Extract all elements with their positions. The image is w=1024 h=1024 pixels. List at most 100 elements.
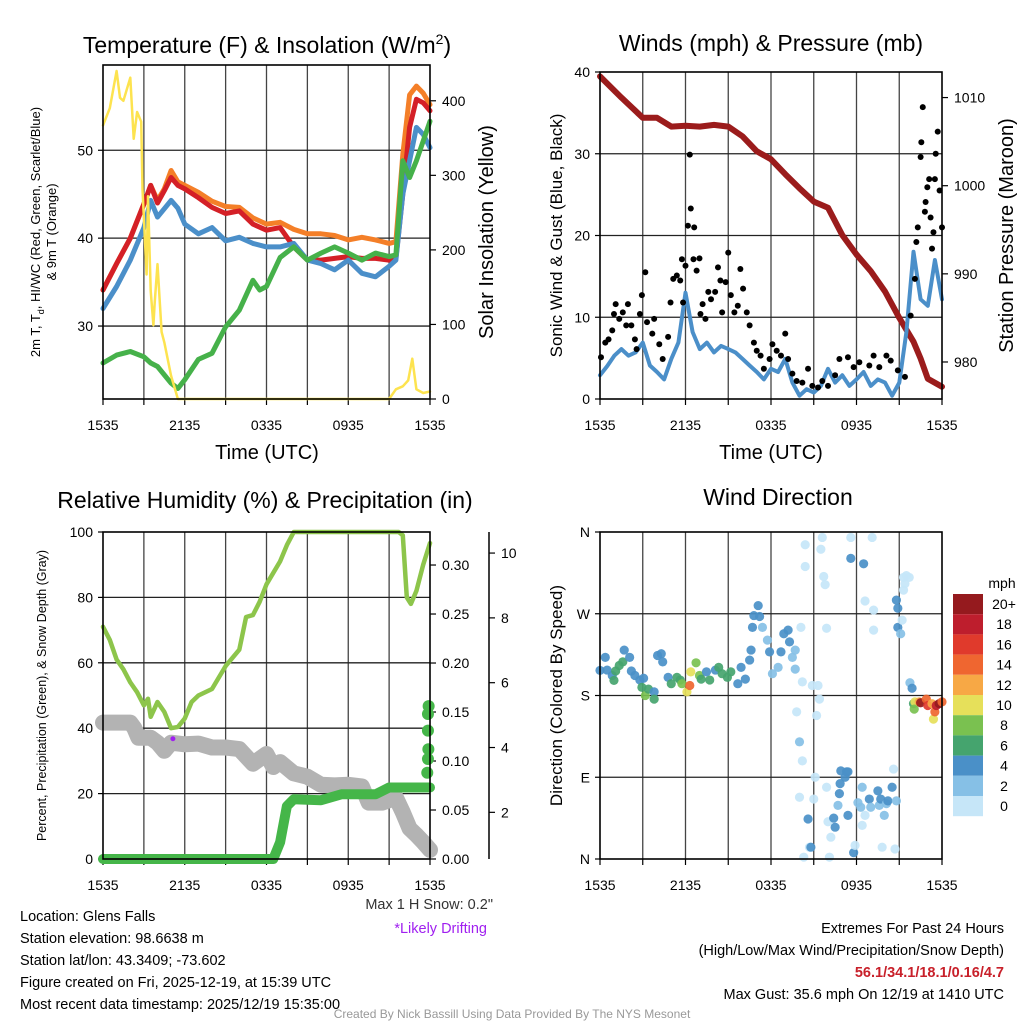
station-location: Location: Glens Falls [20,909,156,925]
snow-tick-label: 10 [501,545,517,561]
y-tick-label: E [581,769,590,785]
wind-direction-point [859,559,869,569]
wind-direction-point [850,840,860,850]
sonic-wind-line [598,249,944,398]
gust-point [913,239,920,246]
wind-direction-point [797,756,807,766]
x-tick-label: 0335 [251,877,282,893]
gust-point [785,355,792,362]
gust-point [832,372,839,379]
gust-point [628,322,635,329]
gust-point [697,310,704,317]
station-latlon: Station lat/lon: 43.3409; -73.602 [20,953,226,969]
panel-direction: 1535 2135 0335 0935 1535 N E S W N Wind Direction D… [547,484,1016,893]
x-tick-label: 0935 [333,877,364,893]
panel-winds: 1535 2135 0335 0935 1535 Time (UTC) 0 10 20 30 40 9… [547,30,1018,464]
wind-direction-point [797,677,807,687]
gust-point [894,367,901,374]
gust-point [708,296,715,303]
wind-direction-point [813,680,823,691]
wind-direction-point [794,792,805,802]
figure-created: Figure created on Fri, 2025-12-19, at 15… [20,975,332,991]
wind-direction-point [857,820,867,830]
wind-direction-point [740,674,750,684]
x-tick-label: 0935 [841,417,872,433]
gust-point [656,341,663,348]
wind-direction-point [600,652,610,662]
wind-direction-point [821,782,832,792]
y2-tick-label: 990 [954,266,978,282]
wind-direction-point [817,532,827,543]
relative-humidity-line [100,529,433,731]
wind-direction-point [888,764,899,774]
wind-direction-point [893,603,903,613]
max-gust: Max Gust: 35.6 mph On 12/19 at 1410 UTC [723,987,1004,1003]
y2-tick-label: 0.05 [442,802,469,818]
gust-point [727,292,734,299]
wind-direction-point [864,794,874,804]
x-tick-label: 1535 [926,417,957,433]
gust-point [819,378,826,385]
gust-point [924,184,931,191]
station-info: Location: Glens Falls Station elevation:… [20,906,340,1016]
legend-label: 12 [996,677,1012,693]
wind-direction-point [860,596,870,606]
x-tick-label: 0335 [251,417,282,433]
y-tick-label: 0 [85,851,93,867]
x-tick-label: 1535 [926,877,957,893]
wind-direction-point [856,802,866,812]
gust-point [659,355,666,362]
legend-swatch [953,594,983,615]
extremes-subtitle: (High/Low/Max Wind/Precipitation/Snow De… [698,943,1004,959]
y2-axis-title: Station Pressure (Maroon) [996,118,1018,353]
wind-direction-point [746,645,756,655]
legend-swatch [953,715,983,736]
gust-point [931,176,938,183]
snow-tick-label: 6 [501,675,509,691]
wind-direction-point [649,694,659,704]
y2-tick-label: 1000 [954,178,985,194]
y-axis-title-subscript: d [36,309,46,314]
wind-direction-point [639,673,649,683]
extremes-values: 56.1/34.1/18.1/0.16/4.7 [854,965,1004,981]
wind-direction-point [656,649,666,659]
likely-drifting-note: *Likely Drifting [394,921,487,937]
x-tick-label: 1535 [584,417,615,433]
snow-tick-label: 2 [501,804,509,820]
snow-depth-line [95,714,438,858]
y-axis-title: Percent, Precipitation (Green), & Snow D… [35,550,49,841]
gust-point [932,150,939,157]
wind-direction-point [625,652,635,662]
gust-point [743,309,750,316]
wind-direction-point [776,647,786,657]
legend-swatch [953,796,983,817]
precipitation-hourly--point [422,743,435,756]
y-tick-label: 60 [77,655,93,671]
gust-point [684,222,691,229]
wind-direction-point [849,848,859,858]
gust-point [714,264,721,271]
wind-direction-point [826,832,836,842]
wind-direction-point [830,822,840,832]
chart-title: Relative Humidity (%) & Precipitation (i… [57,487,472,513]
gust-point [866,362,873,369]
wind-direction-point [762,635,773,645]
wind-direction-point [891,595,902,605]
wind-direction-point [787,652,797,662]
wind-direction-point [833,800,843,811]
wind-direction-point [691,658,701,668]
y2-tick-label: 0.00 [442,851,469,867]
gust-point [907,312,914,319]
y2-tick-label: 0 [442,391,450,407]
x-tick-label: 0335 [755,417,786,433]
gust-point [922,198,929,205]
wind-direction-point [829,813,839,823]
gust-point [609,327,616,334]
wind-direction-point [857,782,867,792]
x-tick-label: 2135 [670,417,701,433]
gust-point [901,373,908,380]
wind-direction-point [783,625,793,635]
legend-swatch [953,654,983,675]
y-tick-label: W [577,606,591,622]
y-tick-label: 80 [77,589,93,605]
